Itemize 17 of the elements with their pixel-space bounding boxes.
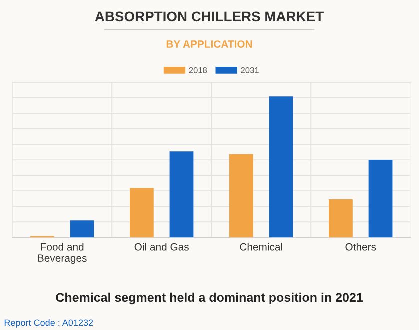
- chart-subtitle: BY APPLICATION: [166, 40, 252, 48]
- bar: [70, 220, 94, 238]
- x-tick-label: Oil and Gas: [134, 243, 189, 251]
- x-tick-label: Chemical: [240, 243, 282, 251]
- bar: [230, 154, 254, 238]
- bar: [329, 200, 353, 238]
- bar: [368, 160, 393, 238]
- text: Report Code : A01232: [4, 320, 94, 328]
- bar: [130, 188, 154, 238]
- legend-label: 2031: [241, 67, 259, 74]
- bar: [269, 96, 294, 238]
- text: Chemical segment held a dominant position in 2021: [56, 292, 364, 305]
- legend-label: 2018: [189, 67, 208, 74]
- x-tick-label: Others: [346, 243, 376, 251]
- x-tick-label: Food and Beverages: [38, 243, 87, 264]
- bar: [170, 152, 194, 238]
- chart-title: ABSORPTION CHILLERS MARKET: [95, 12, 324, 22]
